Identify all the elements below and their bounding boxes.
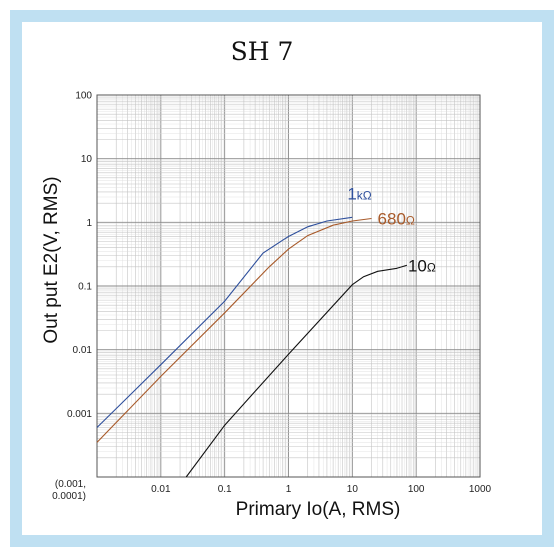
y-tick-label: 0.01 [73,345,93,356]
x-axis-label: Primary Io(A, RMS) [236,499,401,520]
y-tick-label: 100 [75,91,92,102]
x-tick-label: 100 [408,484,425,495]
series-labels: 1kΩ 680Ω 10Ω [347,184,436,275]
x-tick-label: 1000 [469,484,492,495]
series-line [185,267,398,478]
plot-border [96,94,481,478]
series-line [96,216,353,428]
x-tick-label: 0.01 [151,484,171,495]
y-tick-label: 0.001 [67,409,92,420]
series-label: 10Ω [408,256,436,275]
y-tick-label: 0.1 [78,282,92,293]
series-label: 680Ω [378,209,415,228]
x-tick-label: 10 [347,484,359,495]
origin-label-line1: (0.001, [55,479,86,490]
series-line [96,217,372,443]
series-leader-line [396,264,408,269]
series-lines [96,216,398,478]
x-tick-label: 0.1 [218,484,232,495]
grid [96,95,480,478]
y-tick-label: 1 [86,218,92,229]
x-tick-label: 1 [286,484,292,495]
series-label: 1kΩ [347,184,371,203]
origin-label-line2: 0.0001) [52,491,86,502]
tick-labels: 0.01 0.1 1 10 100 1000 0.001 0.01 0.1 1 10 100 [67,91,492,496]
y-axis-label: Out put E2(V, RMS) [41,176,62,343]
chart-title: SH 7 [231,37,294,66]
y-tick-label: 10 [81,154,93,165]
